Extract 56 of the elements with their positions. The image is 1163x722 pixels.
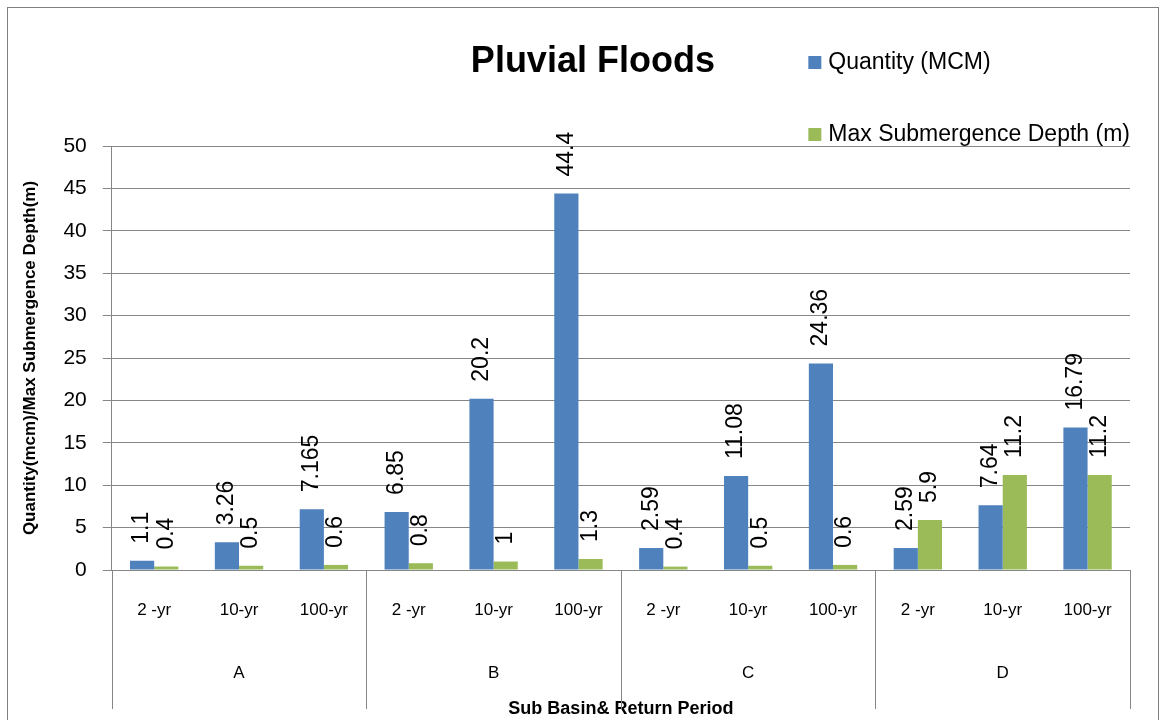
data-label: 7.165	[297, 434, 324, 493]
data-label: 0.5	[745, 516, 772, 549]
text: C	[742, 662, 755, 682]
x-tick-label: 100-yr	[1063, 599, 1112, 619]
data-label: 11.08	[721, 403, 748, 460]
data-label: 2.59	[891, 486, 918, 532]
data-label: 3.26	[212, 480, 239, 526]
y-tick-label: 35	[63, 260, 87, 283]
x-tick-label: 10-yr	[983, 599, 1023, 619]
data-label: 1.3	[575, 509, 602, 542]
y-tick-label: 15	[63, 429, 87, 453]
data-label: 6.85	[382, 450, 408, 495]
text: B	[487, 662, 500, 682]
data-label: 1	[491, 531, 518, 545]
x-tick-label: 10-yr	[474, 599, 514, 619]
x-tick-label: 10-yr	[219, 599, 259, 619]
y-tick-label: 25	[63, 344, 87, 368]
x-tick-label: 100-yr	[808, 599, 858, 619]
y-tick-label: 30	[63, 302, 87, 326]
data-label: 0.8	[406, 514, 433, 547]
y-tick-label: 10	[63, 472, 87, 495]
y-tick-label: 5	[75, 514, 87, 538]
y-tick-label: 50	[63, 132, 87, 156]
y-tick-label: 40	[63, 217, 87, 241]
data-label: 5.9	[915, 470, 942, 503]
data-label: 1.1	[127, 511, 154, 544]
data-label: 0.6	[830, 515, 857, 548]
legend-label: Max Submergence Depth (m)	[828, 120, 1131, 147]
data-label: 0.5	[236, 516, 263, 549]
text: A	[233, 662, 246, 682]
legend-label: Quantity (MCM)	[828, 48, 991, 75]
data-label: 44.4	[551, 131, 578, 177]
data-label: 0.4	[151, 517, 178, 550]
x-tick-label: 2 -yr	[391, 599, 427, 619]
x-tick-label: 2 -yr	[137, 599, 172, 619]
data-label: 11.2	[1085, 414, 1112, 459]
data-label: 16.79	[1060, 353, 1087, 411]
text: D	[996, 662, 1009, 682]
x-tick-label: 100-yr	[554, 599, 603, 619]
data-label: 0.4	[660, 517, 687, 550]
x-tick-label: 2 -yr	[646, 599, 681, 619]
x-tick-label: 2 -yr	[900, 599, 936, 619]
data-label: 20.2	[466, 336, 493, 382]
y-tick-label: 20	[63, 387, 87, 411]
data-label: 2.59	[636, 486, 663, 532]
y-tick-label: 45	[63, 175, 87, 199]
y-axis-title: Quantity(mcm)/Max Submergence Depth(m)	[19, 180, 39, 536]
data-label: 11.2	[1000, 414, 1027, 459]
x-tick-label: 10-yr	[728, 599, 768, 619]
chart-title: Pluvial Floods	[470, 38, 715, 80]
y-tick-label: 0	[75, 556, 87, 580]
x-tick-label: 100-yr	[299, 599, 349, 619]
data-label: 0.6	[321, 515, 348, 548]
data-label: 24.36	[806, 288, 833, 347]
data-label: 7.64	[975, 443, 1002, 489]
x-axis-title: Sub Basin& Return Period	[508, 698, 734, 719]
